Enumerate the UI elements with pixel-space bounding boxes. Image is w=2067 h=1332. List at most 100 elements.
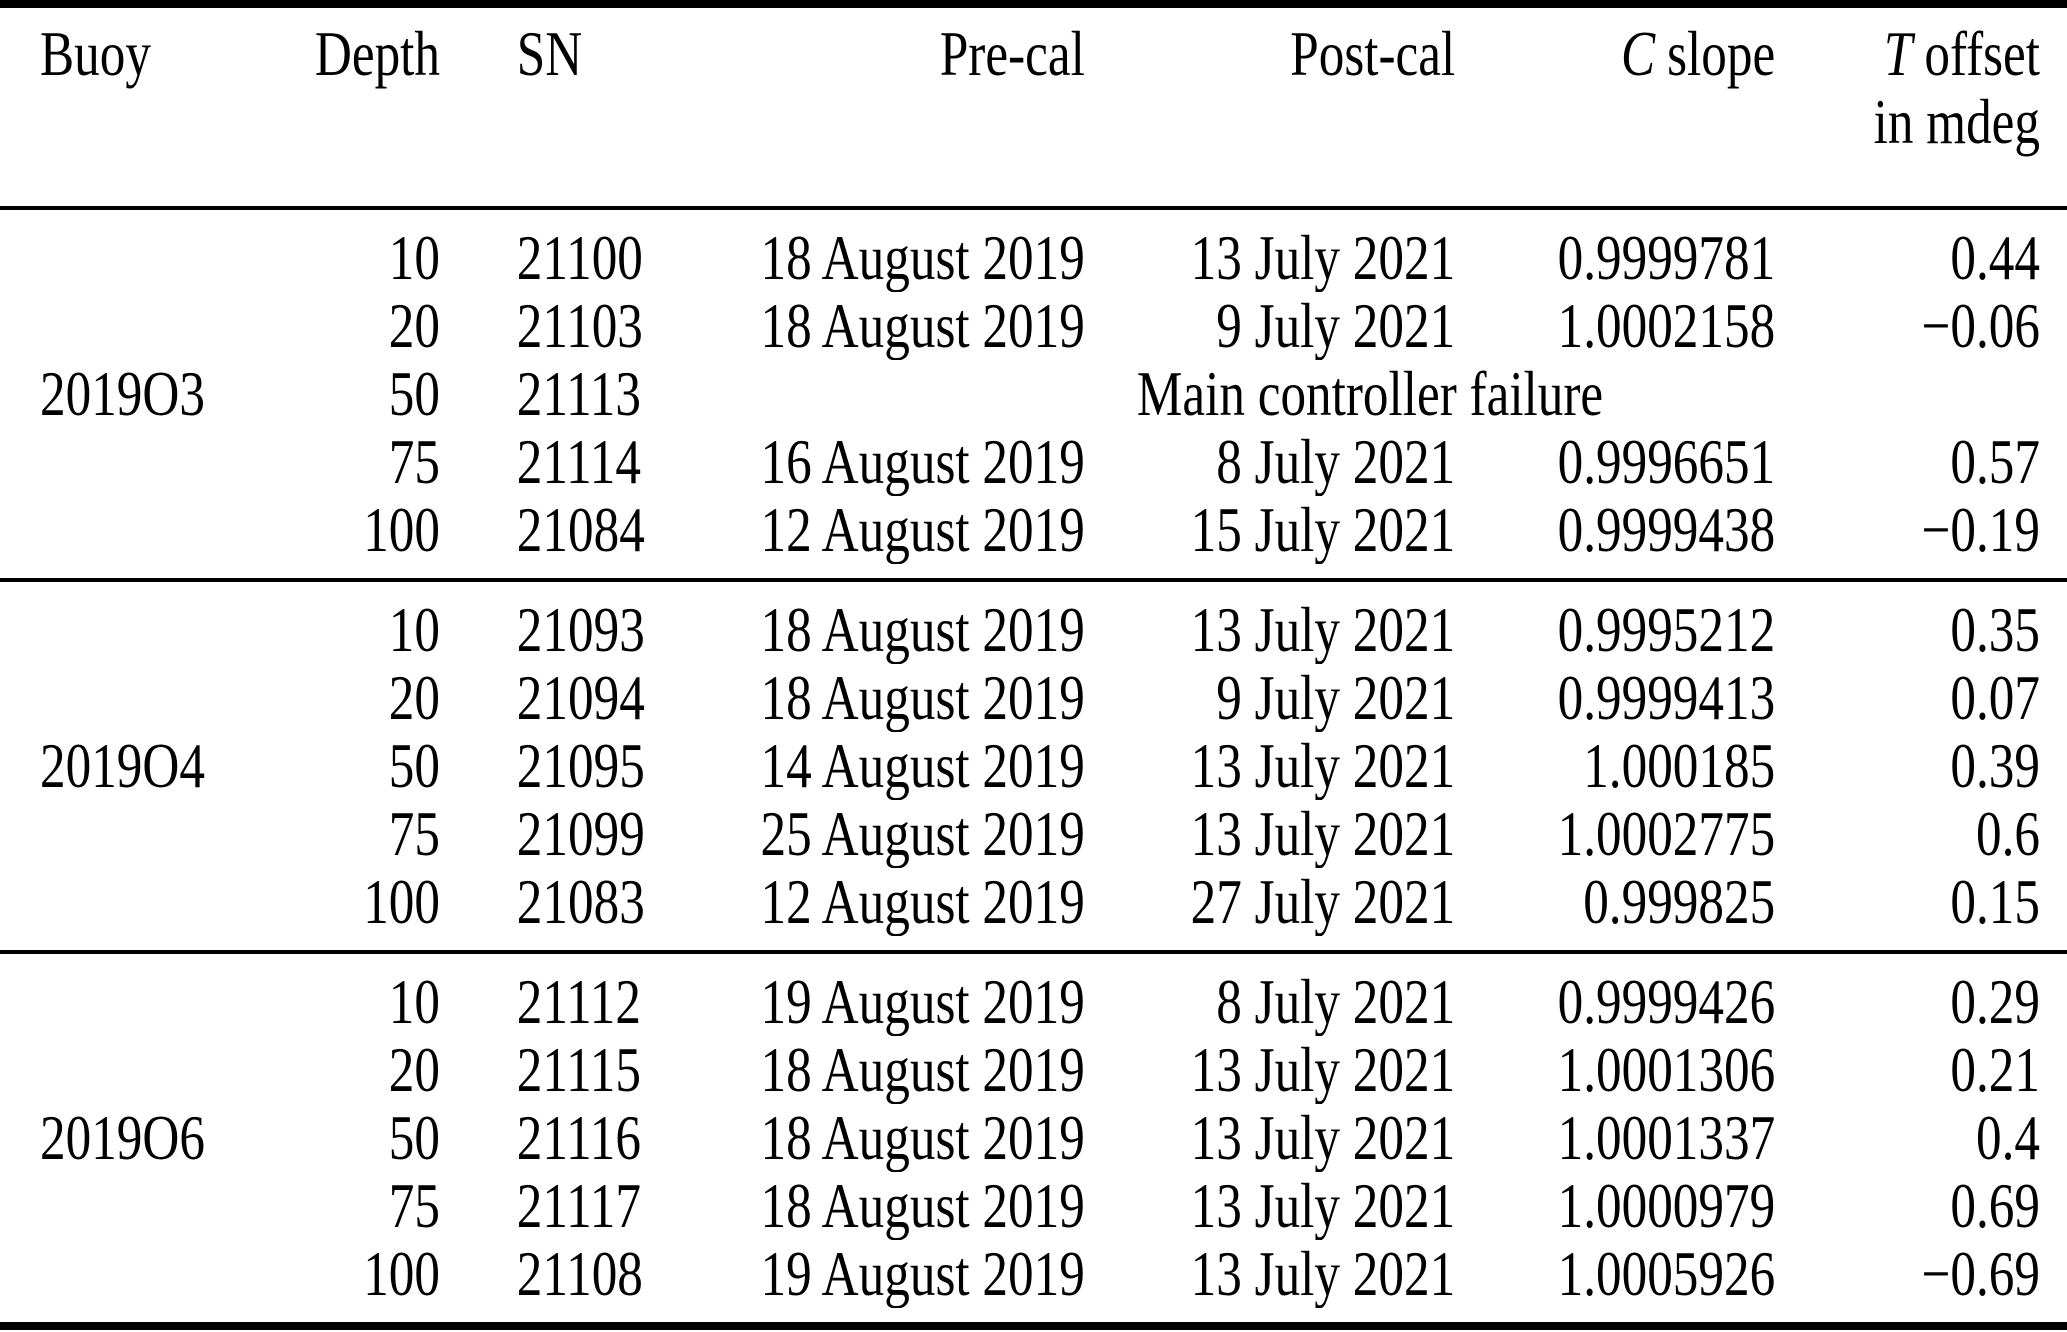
depth-cell: 20 xyxy=(388,292,440,360)
sn-cell: 21112 xyxy=(516,968,641,1036)
depth-cell: 50 xyxy=(388,732,440,800)
depth-cell: 50 xyxy=(388,360,440,428)
postcal-cell: 9 July 2021 xyxy=(1216,292,1456,360)
depth-cell: 100 xyxy=(363,868,440,936)
sn-cell: 21084 xyxy=(516,496,645,564)
postcal-cell: 13 July 2021 xyxy=(1190,1036,1456,1104)
sn-cell: 21094 xyxy=(516,664,645,732)
group-separator-rule xyxy=(0,950,2067,954)
postcal-cell: 13 July 2021 xyxy=(1190,1104,1456,1172)
sn-cell: 21108 xyxy=(516,1240,643,1308)
table-body: 10 21100 18 August 2019 13 July 2021 0.99997… xyxy=(0,210,2067,1322)
buoy-cell xyxy=(0,1172,300,1240)
sn-cell: 21093 xyxy=(516,596,645,664)
toffset-cell: 0.15 xyxy=(1950,868,2040,936)
buoy-cell xyxy=(0,868,300,936)
col-header-postcal: Post-cal xyxy=(1290,18,1456,89)
table-bottom-rule xyxy=(0,1322,2067,1330)
postcal-cell: 13 July 2021 xyxy=(1190,800,1456,868)
depth-cell: 10 xyxy=(388,968,440,1036)
toffset-cell: 0.57 xyxy=(1950,428,2040,496)
precal-cell: 18 August 2019 xyxy=(760,664,1085,732)
precal-cell: 12 August 2019 xyxy=(760,496,1085,564)
group-separator-rule xyxy=(0,578,2067,582)
cslope-cell: 1.0001306 xyxy=(1557,1036,1776,1104)
toffset-cell: 0.4 xyxy=(1976,1104,2040,1172)
depth-cell: 20 xyxy=(388,1036,440,1104)
toffset-cell: 0.39 xyxy=(1950,732,2040,800)
postcal-cell: 13 July 2021 xyxy=(1190,596,1456,664)
c-slope-word: slope xyxy=(1667,18,1776,89)
postcal-cell: 8 July 2021 xyxy=(1216,428,1456,496)
note-cell: Main controller failure xyxy=(1136,360,1604,428)
buoy-group: 10 21112 19 August 2019 8 July 2021 0.999942… xyxy=(0,954,2067,1322)
cslope-cell: 0.9995212 xyxy=(1557,596,1776,664)
buoy-cell: 2019O6 xyxy=(40,1104,205,1172)
cslope-cell: 0.999825 xyxy=(1583,868,1776,936)
buoy-cell xyxy=(0,224,300,292)
buoy-cell xyxy=(0,496,300,564)
postcal-cell: 27 July 2021 xyxy=(1190,868,1456,936)
col-header-depth: Depth xyxy=(314,18,440,89)
cslope-cell: 1.0005926 xyxy=(1557,1240,1776,1308)
t-offset-symbol: T xyxy=(1883,18,1913,89)
cslope-cell: 0.9999781 xyxy=(1557,224,1776,292)
postcal-cell: 13 July 2021 xyxy=(1190,1172,1456,1240)
cslope-cell: 0.9999426 xyxy=(1557,968,1776,1036)
depth-cell: 75 xyxy=(388,1172,440,1240)
cslope-cell: 1.0002158 xyxy=(1557,292,1776,360)
postcal-cell: 13 July 2021 xyxy=(1190,224,1456,292)
toffset-cell: 0.07 xyxy=(1950,664,2040,732)
depth-cell: 100 xyxy=(363,496,440,564)
postcal-cell: 8 July 2021 xyxy=(1216,968,1456,1036)
buoy-group: 10 21093 18 August 2019 13 July 2021 0.99952… xyxy=(0,582,2067,950)
postcal-cell: 9 July 2021 xyxy=(1216,664,1456,732)
precal-cell: 16 August 2019 xyxy=(760,428,1085,496)
toffset-cell: 0.6 xyxy=(1976,800,2040,868)
precal-cell: 12 August 2019 xyxy=(760,868,1085,936)
toffset-cell: 0.29 xyxy=(1950,968,2040,1036)
precal-cell: 18 August 2019 xyxy=(760,1104,1085,1172)
buoy-group: 10 21100 18 August 2019 13 July 2021 0.99997… xyxy=(0,210,2067,578)
cslope-cell: 1.0001337 xyxy=(1557,1104,1776,1172)
buoy-cell xyxy=(0,596,300,664)
cslope-cell: 1.0002775 xyxy=(1557,800,1776,868)
sn-cell: 21116 xyxy=(516,1104,641,1172)
table-top-rule xyxy=(0,0,2067,8)
toffset-cell: −0.19 xyxy=(1921,496,2040,564)
buoy-cell xyxy=(0,1036,300,1104)
depth-cell: 10 xyxy=(388,224,440,292)
sn-cell: 21113 xyxy=(516,360,641,428)
sn-cell: 21103 xyxy=(516,292,643,360)
sn-cell: 21114 xyxy=(516,428,641,496)
cslope-cell: 1.000185 xyxy=(1583,732,1776,800)
depth-cell: 75 xyxy=(388,800,440,868)
toffset-cell: 0.69 xyxy=(1950,1172,2040,1240)
sn-cell: 21117 xyxy=(516,1172,641,1240)
precal-cell: 18 August 2019 xyxy=(760,224,1085,292)
cslope-cell: 1.0000979 xyxy=(1557,1172,1776,1240)
sn-cell: 21115 xyxy=(516,1036,641,1104)
toffset-cell: 0.44 xyxy=(1950,224,2040,292)
postcal-cell: 13 July 2021 xyxy=(1190,732,1456,800)
t-offset-word: offset xyxy=(1924,18,2040,89)
depth-cell: 100 xyxy=(363,1240,440,1308)
cslope-cell: 0.9999438 xyxy=(1557,496,1776,564)
toffset-cell: −0.06 xyxy=(1921,292,2040,360)
precal-cell: 19 August 2019 xyxy=(760,968,1085,1036)
col-header-sn: SN xyxy=(516,18,583,89)
header-separator-rule xyxy=(0,206,2067,210)
depth-cell: 50 xyxy=(388,1104,440,1172)
t-offset-line2: in mdeg xyxy=(1873,86,2040,157)
cslope-cell: 0.9999413 xyxy=(1557,664,1776,732)
precal-cell: 18 August 2019 xyxy=(760,292,1085,360)
postcal-cell: 15 July 2021 xyxy=(1190,496,1456,564)
precal-cell: 14 August 2019 xyxy=(760,732,1085,800)
depth-cell: 10 xyxy=(388,596,440,664)
precal-cell: 19 August 2019 xyxy=(760,1240,1085,1308)
